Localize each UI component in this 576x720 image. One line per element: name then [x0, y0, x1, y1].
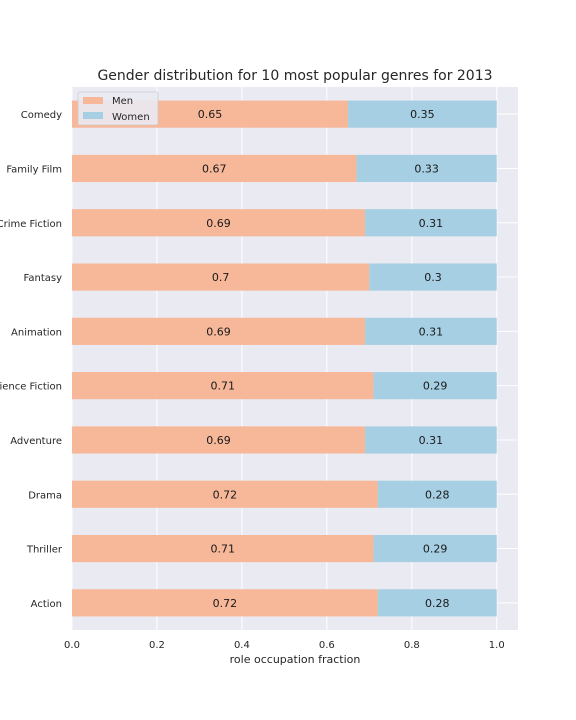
x-tick-label: 0.8: [404, 640, 420, 651]
bar-women-thriller: [373, 534, 497, 563]
bar-men-action: [72, 589, 378, 617]
y-tick-label: Action: [31, 599, 62, 610]
labels-layer: 0.65 0.35 0.67 0.33 0.69 0.31 0.7 0.3 0.69 0.31 0.…: [198, 108, 450, 610]
data-label: 0.29: [423, 380, 448, 393]
bar-men-animation: [72, 317, 366, 345]
data-label: 0.69: [206, 325, 231, 338]
data-label: 0.72: [213, 488, 238, 501]
bar-women-drama: [377, 480, 497, 508]
data-label: 0.69: [206, 217, 231, 230]
data-label: 0.3: [424, 271, 442, 284]
y-tick-labels: Comedy Family Film Crime Fiction Fantasy Ani…: [0, 110, 63, 610]
data-label: 0.65: [198, 108, 223, 121]
bar-men-fantasy: [72, 263, 370, 291]
bar-women-animation: [365, 317, 497, 345]
x-tick-label: 1.0: [489, 640, 505, 651]
bar-women-comedy: [348, 100, 497, 128]
x-axis-label: role occupation fraction: [230, 653, 361, 666]
y-tick-label: Fantasy: [24, 273, 63, 284]
x-tick-label: 0.2: [149, 640, 165, 651]
bars-layer: [72, 100, 497, 617]
y-tick-label: Animation: [11, 327, 62, 338]
bar-women-science-fiction: [373, 372, 497, 400]
y-tick-label: Comedy: [21, 110, 62, 121]
y-tick-label: Drama: [28, 490, 62, 501]
x-tick-label: 0.4: [234, 640, 250, 651]
legend-swatch-men: [83, 97, 103, 104]
data-label: 0.28: [425, 597, 450, 610]
data-label: 0.71: [211, 380, 236, 393]
bar-men-drama: [72, 480, 378, 508]
legend-label-men: Men: [112, 96, 133, 107]
y-tick-label: Thriller: [26, 545, 63, 556]
data-label: 0.29: [423, 543, 448, 556]
data-label: 0.67: [202, 162, 227, 175]
data-label: 0.28: [425, 488, 450, 501]
legend-swatch-women: [83, 112, 103, 119]
legend-label-women: Women: [112, 112, 150, 123]
y-tick-label: Adventure: [10, 436, 62, 447]
x-tick-label: 0.0: [64, 640, 80, 651]
y-tick-label: Science Fiction: [0, 382, 62, 393]
y-tick-label: Crime Fiction: [0, 219, 62, 230]
bar-men-science-fiction: [72, 372, 374, 400]
bar-men-family-film: [72, 154, 357, 183]
bar-women-action: [377, 589, 497, 617]
data-label: 0.33: [414, 162, 439, 175]
data-label: 0.31: [419, 325, 444, 338]
bar-women-fantasy: [369, 263, 497, 291]
bar-women-crime-fiction: [365, 209, 497, 237]
x-tick-labels: 0.0 0.2 0.4 0.6 0.8 1.0: [64, 640, 505, 651]
legend: Men Women: [77, 91, 159, 126]
data-label: 0.71: [211, 543, 236, 556]
chart-title: Gender distribution for 10 most popular …: [97, 68, 492, 84]
bar-women-family-film: [356, 154, 497, 183]
x-tick-label: 0.6: [319, 640, 335, 651]
data-label: 0.35: [410, 108, 435, 121]
bar-women-adventure: [365, 426, 497, 454]
data-label: 0.31: [419, 434, 444, 447]
bar-men-crime-fiction: [72, 209, 366, 237]
y-tick-label: Family Film: [6, 164, 62, 175]
data-label: 0.31: [419, 217, 444, 230]
data-label: 0.69: [206, 434, 231, 447]
data-label: 0.7: [212, 271, 230, 284]
bar-men-adventure: [72, 426, 366, 454]
data-label: 0.72: [213, 597, 238, 610]
bar-men-thriller: [72, 534, 374, 563]
